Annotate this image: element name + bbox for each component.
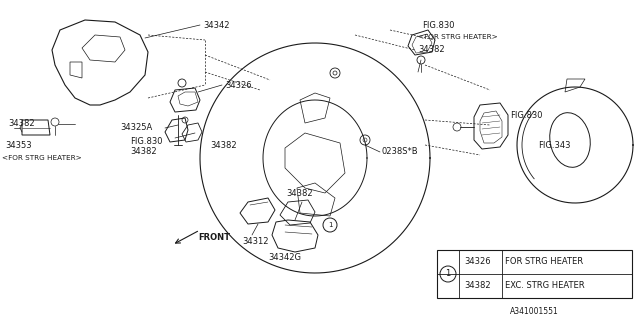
Text: FIG.830: FIG.830 [422,20,454,29]
Bar [437,250,632,298]
Text: FIG.830: FIG.830 [510,110,543,119]
Text: FIG.830: FIG.830 [130,138,163,147]
Text: FIG.343: FIG.343 [538,140,570,149]
Text: 34382: 34382 [418,45,445,54]
Text: 34326: 34326 [225,81,252,90]
Text: 34382: 34382 [286,189,312,198]
Text: 34326: 34326 [464,258,491,267]
Text: 1: 1 [445,269,451,278]
Text: 0238S*B: 0238S*B [382,148,419,156]
Text: A341001551: A341001551 [510,308,559,316]
Text: 34312: 34312 [242,237,269,246]
Text: 34342G: 34342G [268,253,301,262]
Text: 34382: 34382 [210,140,237,149]
Text: 34382: 34382 [464,282,491,291]
Text: 34382: 34382 [8,119,35,129]
Text: <FOR STRG HEATER>: <FOR STRG HEATER> [2,155,82,161]
Text: EXC. STRG HEATER: EXC. STRG HEATER [505,282,584,291]
Text: 34342: 34342 [203,20,230,29]
Text: <FOR STRG HEATER>: <FOR STRG HEATER> [418,34,498,40]
Text: 34353: 34353 [5,140,31,149]
Text: 34382: 34382 [130,148,157,156]
Text: 34325A: 34325A [120,124,152,132]
Text: 1: 1 [328,222,332,228]
Text: FRONT: FRONT [198,234,230,243]
Text: FOR STRG HEATER: FOR STRG HEATER [505,258,583,267]
